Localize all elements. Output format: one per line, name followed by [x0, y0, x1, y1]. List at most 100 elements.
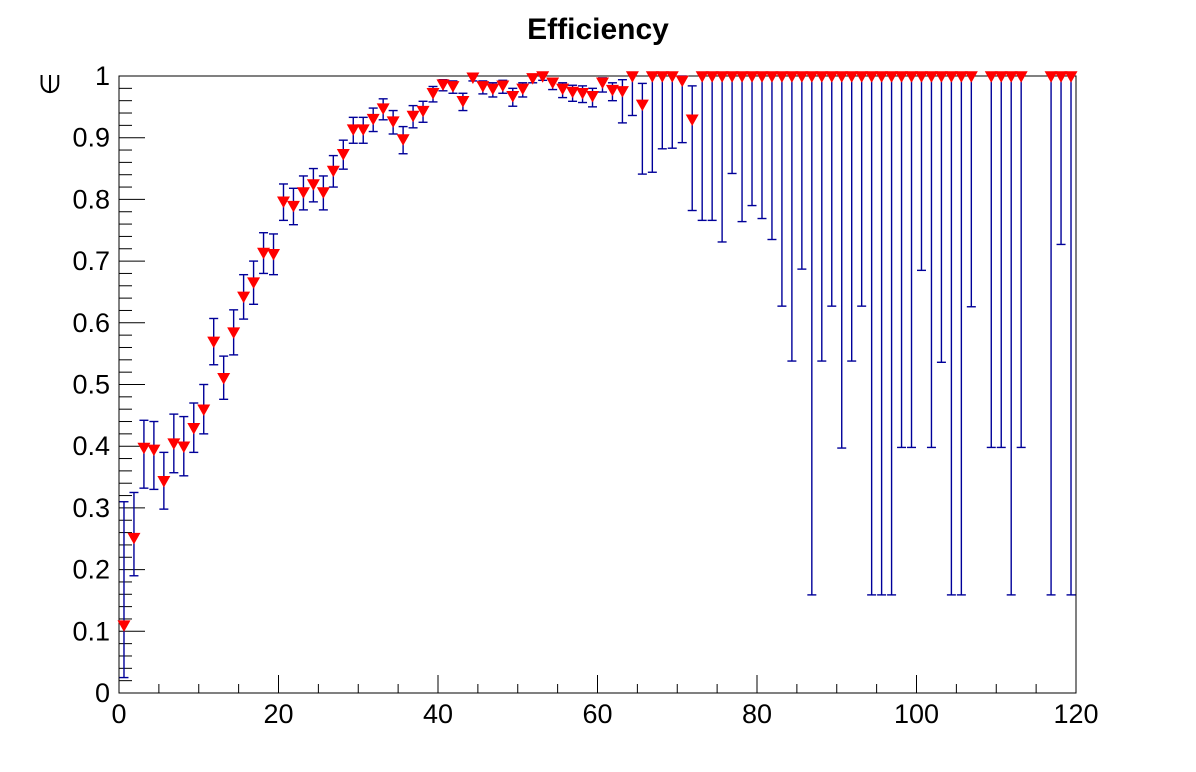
marker-triangle-down: [984, 71, 998, 83]
x-tick-label: 0: [111, 699, 126, 729]
marker-triangle-down: [346, 124, 360, 136]
marker-triangle-down: [147, 444, 161, 457]
marker-triangle-down: [655, 71, 669, 83]
y-tick-label: 0.5: [72, 370, 110, 400]
marker-triangle-down: [366, 113, 380, 126]
marker-triangle-down: [536, 71, 550, 83]
marker-triangle-down: [944, 71, 958, 83]
marker-triangle-down: [516, 83, 530, 96]
marker-triangle-down: [486, 83, 500, 96]
marker-triangle-down: [715, 71, 729, 83]
marker-triangle-down: [306, 179, 320, 191]
marker-triangle-down: [157, 476, 171, 488]
chart-title: Efficiency: [527, 13, 669, 46]
marker-triangle-down: [924, 71, 938, 83]
marker-triangle-down: [546, 77, 560, 89]
marker-triangle-down: [376, 103, 390, 115]
marker-triangle-down: [576, 87, 590, 100]
marker-triangle-down: [785, 71, 799, 83]
marker-triangle-down: [875, 71, 889, 83]
marker-triangle-down: [934, 71, 948, 83]
y-tick-label: 0.4: [72, 431, 110, 461]
x-tick-label: 40: [423, 699, 453, 729]
marker-triangle-down: [207, 336, 221, 349]
marker-triangle-down: [227, 327, 241, 339]
marker-triangle-down: [426, 87, 440, 100]
marker-triangle-down: [964, 71, 978, 83]
marker-triangle-down: [237, 291, 251, 304]
marker-triangle-down: [815, 71, 829, 83]
marker-triangle-down: [635, 99, 649, 112]
marker-triangle-down: [735, 71, 749, 83]
x-tick-label: 60: [582, 699, 612, 729]
marker-triangle-down: [755, 71, 769, 83]
marker-triangle-down: [994, 71, 1008, 83]
marker-triangle-down: [695, 71, 709, 83]
marker-triangle-down: [595, 77, 609, 89]
marker-triangle-down: [625, 71, 639, 83]
marker-triangle-down: [526, 73, 540, 85]
x-tick-label: 100: [894, 699, 939, 729]
plot-frame: [118, 75, 1077, 694]
marker-triangle-down: [825, 71, 839, 83]
y-tick-label: 0.8: [72, 184, 110, 214]
marker-triangle-down: [685, 114, 699, 126]
data-markers: [117, 71, 1078, 632]
marker-triangle-down: [745, 71, 759, 83]
marker-triangle-down: [506, 91, 520, 103]
marker-triangle-down: [665, 71, 679, 83]
marker-triangle-down: [954, 71, 968, 83]
x-tick-label: 80: [742, 699, 772, 729]
marker-triangle-down: [805, 71, 819, 83]
marker-triangle-down: [117, 620, 131, 632]
marker-triangle-down: [466, 72, 480, 85]
error-bars: [119, 75, 1076, 679]
marker-triangle-down: [177, 441, 191, 453]
y-tick-label: 1: [95, 61, 110, 91]
marker-triangle-down: [845, 71, 859, 83]
marker-triangle-down: [247, 277, 261, 289]
marker-triangle-down: [316, 187, 330, 199]
marker-triangle-down: [1054, 71, 1068, 83]
marker-triangle-down: [835, 71, 849, 83]
marker-triangle-down: [336, 149, 350, 161]
marker-triangle-down: [257, 247, 271, 260]
marker-triangle-down: [217, 373, 231, 385]
y-tick-label: 0.7: [72, 246, 110, 276]
y-tick-label: 0.6: [72, 308, 110, 338]
x-axis: 0 20 40 60 80 100 120: [111, 675, 1099, 729]
marker-triangle-down: [645, 71, 659, 83]
marker-triangle-down: [895, 71, 909, 83]
marker-triangle-down: [456, 95, 470, 108]
marker-triangle-down: [914, 71, 928, 83]
marker-triangle-down: [765, 71, 779, 83]
x-tick-label: 120: [1053, 699, 1098, 729]
y-axis: 0 0.1 0.2 0.3 0.4 0.5 0.6 0.7 0.8 0.9 1: [72, 61, 145, 708]
marker-triangle-down: [556, 83, 570, 96]
marker-triangle-down: [795, 71, 809, 83]
y-tick-label: 0.1: [72, 616, 110, 646]
y-tick-label: 0.2: [72, 555, 110, 585]
marker-triangle-down: [127, 532, 141, 545]
marker-triangle-down: [436, 79, 450, 91]
marker-triangle-down: [496, 80, 510, 93]
marker-triangle-down: [356, 124, 370, 136]
marker-triangle-down: [865, 71, 879, 83]
y-tick-label: 0: [95, 678, 110, 708]
marker-triangle-down: [296, 187, 310, 199]
marker-triangle-down: [396, 134, 410, 146]
marker-triangle-down: [416, 105, 430, 118]
marker-triangle-down: [675, 75, 689, 88]
marker-triangle-down: [406, 110, 420, 123]
marker-triangle-down: [605, 84, 619, 97]
marker-triangle-down: [566, 86, 580, 99]
marker-triangle-down: [187, 422, 201, 435]
marker-triangle-down: [286, 200, 300, 213]
marker-triangle-down: [1004, 71, 1018, 83]
y-tick-label: 0.3: [72, 493, 110, 523]
marker-triangle-down: [476, 81, 490, 93]
marker-triangle-down: [446, 81, 460, 93]
x-tick-label: 20: [263, 699, 293, 729]
